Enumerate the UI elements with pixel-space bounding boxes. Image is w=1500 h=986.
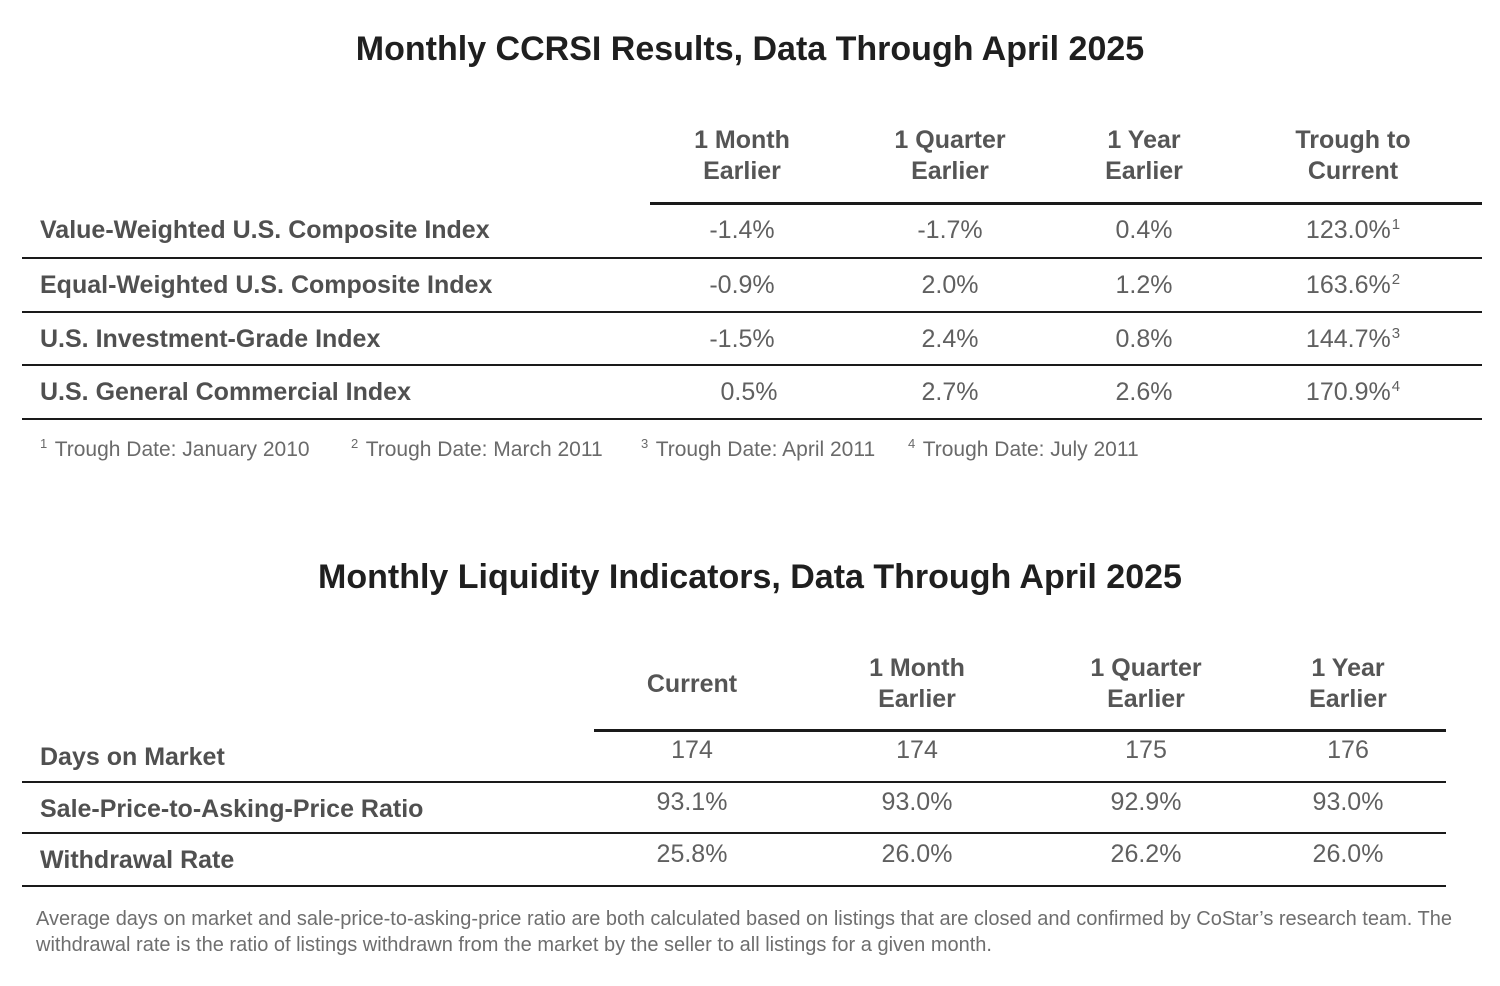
t1-header-rule: [650, 202, 1482, 205]
t2-cell: 93.0%: [1312, 788, 1384, 816]
t1-col-1-year: 1 Year Earlier: [1105, 126, 1183, 185]
t1-cell: 0.5%: [720, 378, 778, 406]
t1-cell: -1.4%: [709, 216, 775, 244]
t2-col-1-quarter: 1 Quarter Earlier: [1090, 654, 1202, 713]
t2-col-1-year: 1 Year Earlier: [1309, 654, 1387, 713]
t1-cell: 2.4%: [921, 325, 979, 353]
t2-row-label: Sale-Price-to-Asking-Price Ratio: [40, 795, 424, 823]
t1-cell-trough: 144.7%3: [1305, 325, 1401, 353]
footnote: 2 Trough Date: March 2011: [351, 436, 603, 461]
t1-cell-trough: 163.6%2: [1305, 271, 1401, 299]
t1-col-1-month: 1 Month Earlier: [694, 126, 790, 185]
t2-row-label: Withdrawal Rate: [40, 846, 235, 874]
ccrsi-table-title: Monthly CCRSI Results, Data Through Apri…: [355, 30, 1145, 68]
t2-row-rule: [22, 832, 1446, 834]
t1-cell: 2.0%: [921, 271, 979, 299]
t2-row-label: Days on Market: [40, 743, 225, 771]
t2-col-1-month: 1 Month Earlier: [869, 654, 965, 713]
t2-cell: 175: [1125, 736, 1167, 764]
t2-cell: 26.0%: [881, 840, 953, 868]
liquidity-table-title: Monthly Liquidity Indicators, Data Throu…: [318, 558, 1182, 596]
t2-cell: 176: [1327, 736, 1369, 764]
t2-cell: 92.9%: [1110, 788, 1182, 816]
t1-col-trough: Trough to Current: [1295, 126, 1411, 185]
footnote-mark: 1: [1391, 216, 1401, 233]
methodology-note: Average days on market and sale-price-to…: [36, 908, 1452, 956]
footnote: 3 Trough Date: April 2011: [641, 436, 876, 461]
t1-cell: 0.8%: [1115, 325, 1173, 353]
t1-col-1-quarter: 1 Quarter Earlier: [894, 126, 1006, 185]
t1-cell: -1.7%: [917, 216, 983, 244]
t2-col-current: Current: [646, 670, 738, 698]
t1-cell: 2.6%: [1115, 378, 1173, 406]
t1-bottom-rule: [22, 418, 1482, 420]
t2-header-rule: [594, 729, 1446, 732]
t1-cell: 0.4%: [1115, 216, 1173, 244]
t1-row-label: U.S. Investment-Grade Index: [40, 325, 381, 353]
t2-cell: 93.1%: [656, 788, 728, 816]
t1-row-rule: [22, 311, 1482, 313]
t2-cell: 174: [671, 736, 713, 764]
t1-cell-trough: 123.0%1: [1305, 216, 1401, 244]
footnote-mark: 2: [1391, 271, 1401, 288]
footnote: 1 Trough Date: January 2010: [40, 436, 310, 461]
t1-cell: 1.2%: [1115, 271, 1173, 299]
t2-cell: 26.2%: [1110, 840, 1182, 868]
footnote: 4 Trough Date: July 2011: [908, 436, 1139, 461]
t1-row-label: U.S. General Commercial Index: [40, 378, 411, 406]
t2-cell: 174: [896, 736, 938, 764]
t1-row-label: Value-Weighted U.S. Composite Index: [40, 216, 490, 244]
t1-row-rule: [22, 257, 1482, 259]
t1-cell-trough: 170.9%4: [1305, 378, 1401, 406]
t1-row-rule: [22, 364, 1482, 366]
t1-cell: 2.7%: [921, 378, 979, 406]
footnote-mark: 4: [1391, 378, 1401, 395]
t2-row-rule: [22, 781, 1446, 783]
t1-row-label: Equal-Weighted U.S. Composite Index: [40, 271, 493, 299]
t2-cell: 93.0%: [881, 788, 953, 816]
t2-bottom-rule: [22, 885, 1446, 887]
footnote-mark: 3: [1391, 325, 1401, 342]
t2-cell: 26.0%: [1312, 840, 1384, 868]
t1-cell: -0.9%: [709, 271, 775, 299]
t1-cell: -1.5%: [709, 325, 775, 353]
t2-cell: 25.8%: [656, 840, 728, 868]
